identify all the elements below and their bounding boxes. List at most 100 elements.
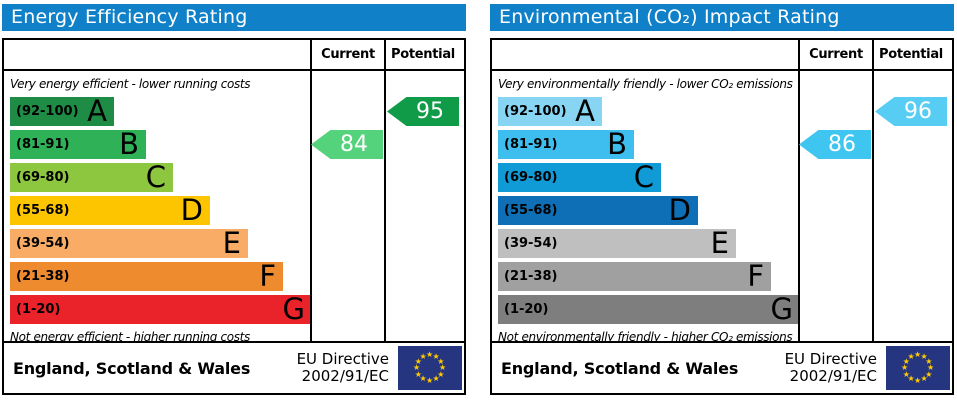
eu-star-icon: ★ <box>920 351 928 361</box>
band-range-label: (55-68) <box>16 203 70 218</box>
energy-band-scale: Very energy efficient - lower running co… <box>4 71 312 341</box>
current-column-header: Current <box>312 40 386 69</box>
bottom-caption: Not energy efficient - higher running co… <box>10 329 250 342</box>
band-letter: E <box>222 226 241 260</box>
energy-band-d-bar: (55-68) D <box>10 196 210 225</box>
environmental-table-footer: England, Scotland & Wales EU Directive 2… <box>492 341 952 393</box>
current-column-header: Current <box>800 40 874 69</box>
top-caption: Very environmentally friendly - lower CO… <box>498 77 793 91</box>
eu-directive-label: EU Directive 2002/91/EC <box>784 349 877 386</box>
co2-potential-value: 96 <box>904 99 932 124</box>
eu-star-icon: ★ <box>437 356 445 366</box>
energy-table-header: Current Potential <box>4 40 464 71</box>
bottom-caption: Not environmentally friendly - higher CO… <box>498 329 793 342</box>
band-range-label: (69-80) <box>504 170 558 185</box>
band-letter: B <box>119 127 139 161</box>
rating-panels: Energy Efficiency Rating Current Potenti… <box>2 4 954 395</box>
co2-current-value: 86 <box>828 132 856 157</box>
eu-flag-icon: ★ ★ ★ ★ ★ ★ ★ ★ ★ ★ ★ ★ <box>886 346 950 390</box>
eu-star-icon: ★ <box>914 350 922 359</box>
band-range-label: (39-54) <box>16 236 70 251</box>
co2-band-c-bar: (69-80) C <box>498 163 661 192</box>
eu-star-icon: ★ <box>907 351 915 361</box>
eu-directive-label: EU Directive 2002/91/EC <box>296 349 389 386</box>
top-caption: Very energy efficient - lower running co… <box>10 77 251 91</box>
eu-star-icon: ★ <box>914 376 922 385</box>
environmental-impact-panel: Environmental (CO₂) Impact Rating Curren… <box>490 4 954 395</box>
band-letter: F <box>259 259 276 293</box>
co2-band-e-bar: (39-54) E <box>498 229 736 258</box>
band-range-label: (55-68) <box>504 203 558 218</box>
eu-star-icon: ★ <box>414 356 422 366</box>
eu-star-icon: ★ <box>920 374 928 384</box>
eu-star-icon: ★ <box>901 363 909 372</box>
band-letter: G <box>770 292 793 326</box>
co2-potential-cell: 96 <box>874 71 948 341</box>
potential-column-header: Potential <box>391 47 455 62</box>
eu-directive-line1: EU Directive <box>784 349 877 368</box>
eu-star-icon: ★ <box>419 351 427 361</box>
co2-current-arrow-icon: 86 <box>799 130 871 159</box>
eu-star-icon: ★ <box>925 356 933 366</box>
energy-band-f-bar: (21-38) F <box>10 262 283 291</box>
co2-band-d-bar: (55-68) D <box>498 196 698 225</box>
band-range-label: (92-100) <box>16 104 79 119</box>
region-label: England, Scotland & Wales <box>501 358 739 378</box>
eu-star-icon: ★ <box>902 356 910 366</box>
eu-directive-line1: EU Directive <box>296 349 389 368</box>
band-letter: A <box>575 94 595 128</box>
eu-star-icon: ★ <box>414 369 422 379</box>
energy-potential-cell: 95 <box>386 71 460 341</box>
eu-star-icon: ★ <box>432 374 440 384</box>
environmental-rating-table: Current Potential Very environmentally f… <box>490 38 954 395</box>
energy-potential-value: 95 <box>416 99 444 124</box>
band-letter: E <box>710 226 729 260</box>
band-letter: C <box>633 160 654 194</box>
band-letter: C <box>145 160 166 194</box>
eu-star-icon: ★ <box>439 363 447 372</box>
eu-star-icon: ★ <box>437 369 445 379</box>
band-range-label: (39-54) <box>504 236 558 251</box>
eu-star-icon: ★ <box>907 374 915 384</box>
header-spacer <box>4 40 312 69</box>
eu-star-icon: ★ <box>902 369 910 379</box>
eu-directive-line2: 2002/91/EC <box>301 367 389 385</box>
energy-current-cell: 84 <box>311 71 386 341</box>
band-range-label: (1-20) <box>504 302 549 317</box>
co2-band-a-bar: (92-100) A <box>498 97 602 126</box>
eu-star-icon: ★ <box>927 363 935 372</box>
energy-band-a-bar: (92-100) A <box>10 97 114 126</box>
band-range-label: (1-20) <box>16 302 61 317</box>
energy-band-b-bar: (81-91) B <box>10 130 146 159</box>
co2-band-g-bar: (1-20) G <box>498 292 798 326</box>
environmental-panel-title: Environmental (CO₂) Impact Rating <box>490 4 954 31</box>
eu-directive-line2: 2002/91/EC <box>789 367 877 385</box>
eu-star-icon: ★ <box>413 363 421 372</box>
co2-band-f-bar: (21-38) F <box>498 262 771 291</box>
energy-potential-arrow-icon: 95 <box>387 97 459 126</box>
potential-column-header: Potential <box>879 47 943 62</box>
band-range-label: (92-100) <box>504 104 567 119</box>
band-range-label: (21-38) <box>504 269 558 284</box>
band-letter: D <box>180 193 203 227</box>
band-range-label: (81-91) <box>504 137 558 152</box>
energy-rating-table: Current Potential Very energy efficient … <box>2 38 466 395</box>
energy-current-arrow-icon: 84 <box>311 130 383 159</box>
environmental-table-body: Very environmentally friendly - lower CO… <box>492 71 952 341</box>
header-spacer <box>492 40 800 69</box>
energy-efficiency-panel: Energy Efficiency Rating Current Potenti… <box>2 4 466 395</box>
environmental-table-header: Current Potential <box>492 40 952 71</box>
eu-star-icon: ★ <box>925 369 933 379</box>
energy-panel-title: Energy Efficiency Rating <box>2 4 466 31</box>
energy-band-c-bar: (69-80) C <box>10 163 173 192</box>
band-range-label: (69-80) <box>16 170 70 185</box>
band-letter: A <box>87 94 107 128</box>
band-letter: F <box>747 259 764 293</box>
eu-star-icon: ★ <box>432 351 440 361</box>
region-label: England, Scotland & Wales <box>13 358 251 378</box>
band-letter: G <box>282 292 305 326</box>
energy-band-g-bar: (1-20) G <box>10 292 310 326</box>
eu-star-icon: ★ <box>426 376 434 385</box>
eu-star-icon: ★ <box>419 374 427 384</box>
